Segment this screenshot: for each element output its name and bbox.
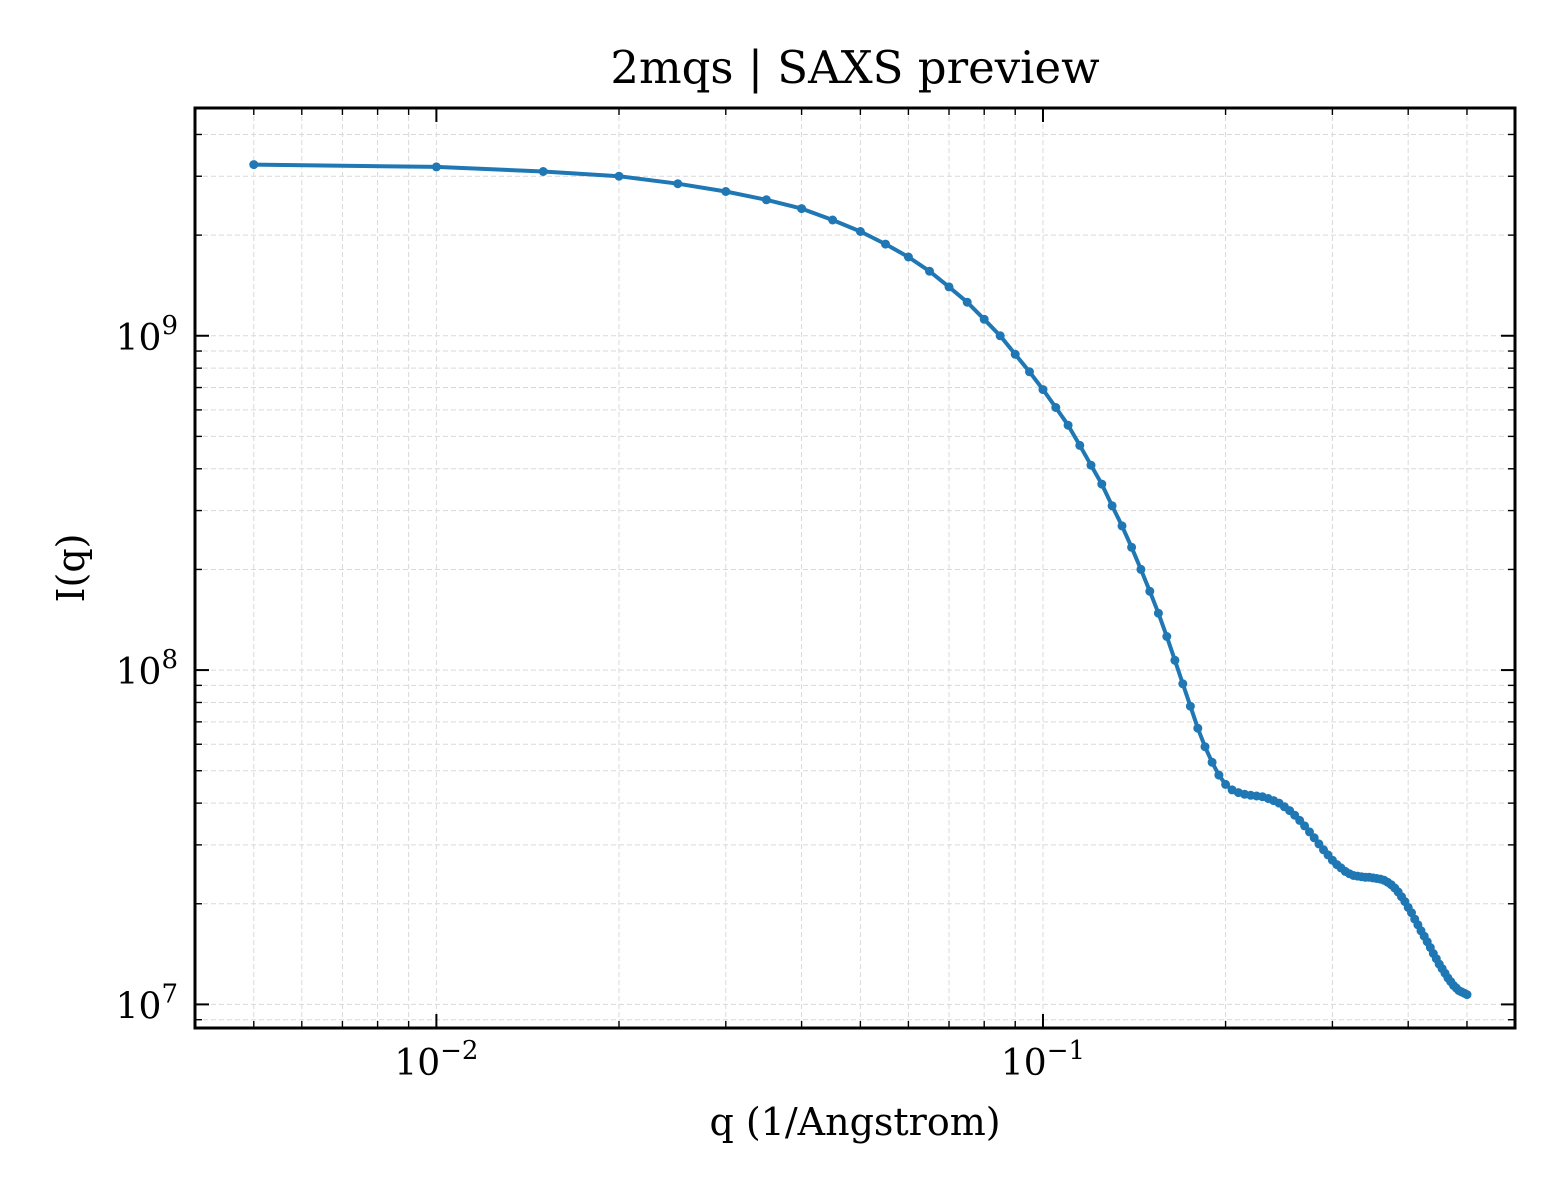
data-point (925, 266, 934, 276)
axis-ticks: 10−2 10−1 107 108 109 (116, 108, 1515, 1084)
data-point (1221, 779, 1231, 789)
data-point (1051, 403, 1061, 412)
data-point (944, 282, 954, 292)
data-point (1178, 679, 1188, 689)
data-point (538, 167, 548, 176)
data-point (1214, 770, 1224, 780)
data-point (1127, 542, 1137, 552)
data-point (797, 204, 807, 214)
data-point (1097, 479, 1107, 489)
y-tick-label: 109 (116, 311, 178, 359)
data-point (1063, 420, 1073, 430)
data-point (995, 331, 1005, 341)
data-point (962, 297, 972, 307)
data-point (1162, 632, 1172, 641)
data-point (1145, 586, 1155, 596)
data-point (249, 160, 259, 170)
data-point (1200, 742, 1210, 752)
data-point (1136, 564, 1146, 574)
data-point (721, 187, 731, 196)
data-point (1107, 501, 1117, 511)
plot-frame (193, 106, 1517, 1030)
y-tick-label: 108 (116, 645, 178, 693)
data-point (979, 314, 989, 324)
x-tick-label: 10−1 (1001, 1036, 1085, 1084)
data-point (1010, 349, 1020, 359)
series-layer (249, 160, 1472, 1000)
data-point (673, 179, 683, 189)
data-point (903, 252, 913, 262)
grid-lines (194, 108, 1515, 1028)
data-point (431, 162, 441, 172)
y-axis-label: I(q) (49, 534, 93, 603)
data-point (881, 239, 890, 249)
data-point (614, 171, 624, 181)
data-point (1170, 655, 1180, 665)
data-point (1086, 460, 1096, 470)
data-point (761, 195, 771, 205)
data-point (1462, 990, 1472, 1000)
data-point (1153, 608, 1163, 618)
data-point (1309, 833, 1319, 843)
data-point (1038, 385, 1048, 395)
x-axis-label: q (1/Angstrom) (709, 1100, 1000, 1144)
data-point (1185, 701, 1195, 711)
data-point (1117, 521, 1127, 531)
data-point (1300, 821, 1310, 831)
data-point (1075, 440, 1085, 450)
chart-title: 2mqs | SAXS preview (610, 41, 1099, 94)
x-tick-label: 10−2 (394, 1036, 478, 1084)
data-point (1193, 723, 1203, 733)
data-point (1207, 757, 1217, 767)
y-tick-label: 107 (116, 979, 178, 1027)
data-point (855, 227, 865, 236)
data-point (828, 215, 838, 225)
data-point (1025, 367, 1034, 377)
